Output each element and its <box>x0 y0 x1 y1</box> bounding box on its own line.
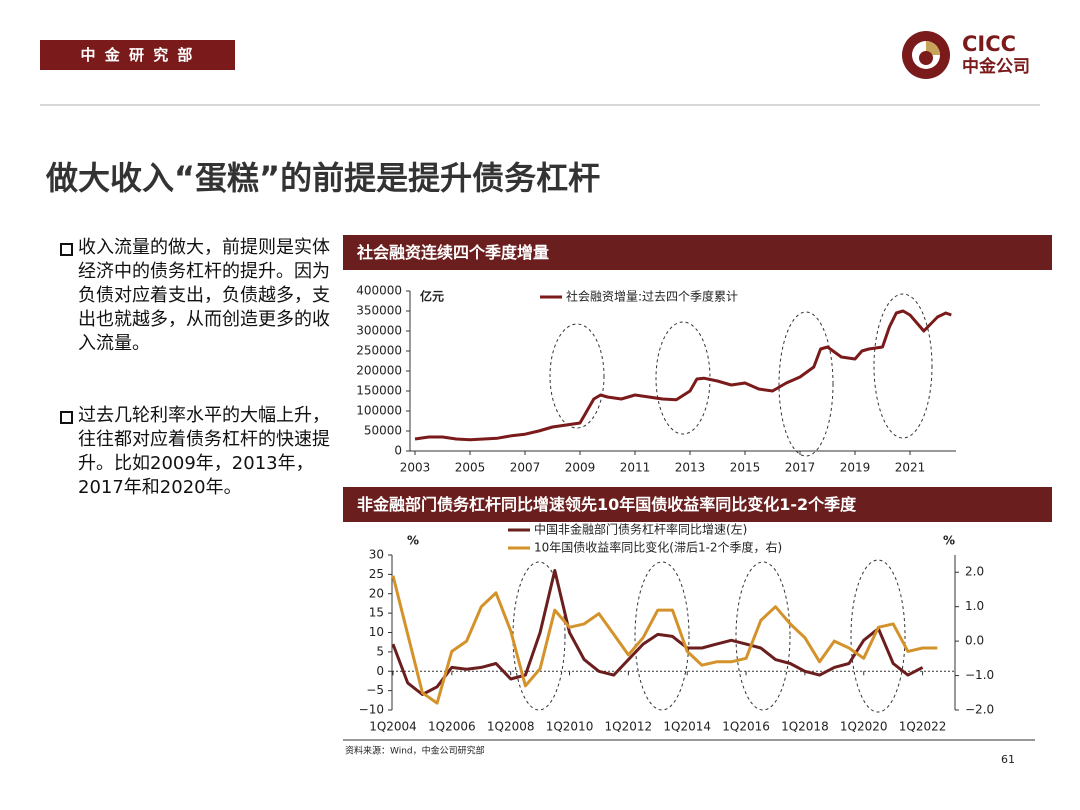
chart-title: 非金融部门债务杠杆同比增速领先10年国债收益率同比变化1-2个季度 <box>343 487 1052 522</box>
highlight-ellipses <box>512 293 933 713</box>
ellipse <box>512 561 566 711</box>
y-tick-label: 30 <box>369 548 384 562</box>
y-tick-label: −10 <box>359 703 384 717</box>
legend-label: 10年国债收益率同比变化(滞后1-2个季度，右) <box>534 540 782 555</box>
bullet: 过去几轮利率水平的大幅上升，往往都对应着债务杠杆的快速提升。比如2009年，20… <box>58 404 340 500</box>
x-tick-label: 1Q2016 <box>722 720 770 734</box>
x-tick-label: 1Q2020 <box>840 720 888 734</box>
series-line <box>391 569 924 696</box>
ellipse <box>873 293 933 439</box>
y-unit: % <box>407 534 419 548</box>
y-tick-label: 250000 <box>356 344 402 358</box>
y-tick-label: 350000 <box>356 304 402 318</box>
ellipse <box>850 559 906 713</box>
source: 资料来源：Wind，中金公司研究部 <box>345 745 485 757</box>
x-tick-label: 2021 <box>895 461 926 475</box>
y2-tick-label: −2.0 <box>965 703 994 717</box>
y-tick-label: 20 <box>369 586 384 600</box>
series-line <box>391 575 938 705</box>
x-tick-label: 1Q2006 <box>428 720 476 734</box>
y-unit: 亿元 <box>420 289 444 304</box>
chart-title: 社会融资连续四个季度增量 <box>343 235 1052 270</box>
department-label: 中 金 研 究 部 <box>40 40 235 70</box>
x-tick-label: 1Q2018 <box>781 720 829 734</box>
x-tick-label: 2015 <box>730 461 761 475</box>
legend-label: 中国非金融部门债务杠杆率同比增速(左) <box>534 522 747 537</box>
ellipse <box>778 311 834 457</box>
x-tick-label: 1Q2008 <box>487 720 535 734</box>
bullet: 收入流量的做大，前提则是实体经济中的债务杠杆的提升。因为负债对应着支出，负债越多… <box>58 236 340 356</box>
legend-label: 社会融资增量:过去四个季度累计 <box>566 289 738 304</box>
y-tick-label: 100000 <box>356 404 402 418</box>
y-tick-label: −5 <box>366 683 384 697</box>
x-tick-label: 1Q2004 <box>369 720 417 734</box>
logo-mark <box>926 41 940 55</box>
y-tick-label: 5 <box>376 644 384 658</box>
ellipse <box>735 561 791 711</box>
y-tick-label: 50000 <box>364 424 402 438</box>
y2-tick-label: 1.0 <box>965 599 984 613</box>
x-tick-label: 2011 <box>620 461 651 475</box>
page-number: 61 <box>1001 753 1015 766</box>
y-tick-label: 10 <box>369 625 384 639</box>
y-tick-label: 200000 <box>356 364 402 378</box>
slide-title: 做大收入“蛋糕”的前提是提升债务杠杆 <box>46 159 601 197</box>
x-tick-label: 2019 <box>840 461 871 475</box>
x-tick-label: 1Q2010 <box>546 720 594 734</box>
x-tick-label: 2007 <box>510 461 541 475</box>
x-tick-label: 1Q2014 <box>663 720 711 734</box>
x-tick-label: 2003 <box>400 461 431 475</box>
logo-text: 中金公司 <box>962 56 1030 77</box>
y-tick-label: 400000 <box>356 284 402 298</box>
y-tick-label: 150000 <box>356 384 402 398</box>
ellipse <box>549 323 605 429</box>
y2-tick-label: −1.0 <box>965 668 994 682</box>
y-tick-label: 0 <box>376 664 384 678</box>
x-tick-label: 2009 <box>565 461 596 475</box>
logo-text: CICC <box>962 32 1016 56</box>
y-tick-label: 15 <box>369 606 384 620</box>
logo-mark <box>919 51 933 65</box>
y2-unit: % <box>943 534 955 548</box>
y-tick-label: 25 <box>369 567 384 581</box>
x-tick-label: 2013 <box>675 461 706 475</box>
y-tick-label: 300000 <box>356 324 402 338</box>
x-tick-label: 2005 <box>455 461 486 475</box>
y2-tick-label: 0.0 <box>965 634 984 648</box>
x-tick-label: 2017 <box>785 461 816 475</box>
x-tick-label: 1Q2012 <box>605 720 653 734</box>
y-tick-label: 0 <box>394 444 402 458</box>
y2-tick-label: 2.0 <box>965 565 984 579</box>
x-tick-label: 1Q2022 <box>899 720 947 734</box>
series-line <box>414 309 952 442</box>
ellipse <box>634 561 690 711</box>
